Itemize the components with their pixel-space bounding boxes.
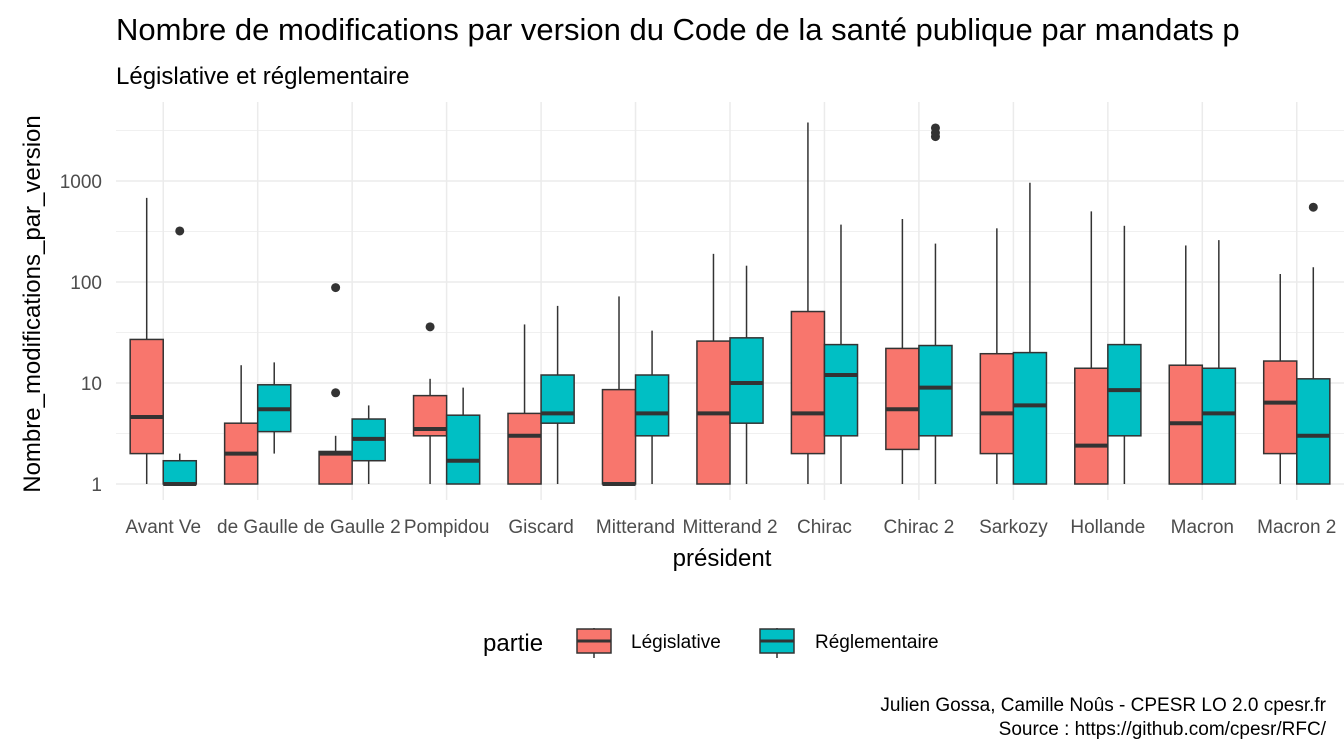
box-iqr — [790, 310, 826, 455]
x-tick-label: Avant Ve — [125, 517, 201, 538]
box-pompidou-legislative — [412, 322, 448, 484]
legend-label-legislative: Législative — [631, 632, 721, 653]
box-chirac-2-legislative — [885, 219, 920, 484]
box-de-gaulle-2-reglementaire — [351, 405, 386, 484]
box-iqr — [445, 414, 481, 485]
box-iqr — [318, 450, 353, 485]
outlier-point — [1308, 202, 1318, 212]
outlier-point — [175, 226, 185, 236]
outlier-point — [930, 123, 940, 133]
chart-subtitle: Législative et réglementaire — [116, 63, 410, 90]
box-macron-reglementaire — [1201, 240, 1237, 485]
box-chirac-2-reglementaire — [918, 123, 953, 484]
box-iqr — [1201, 367, 1237, 485]
x-tick-label: Macron 2 — [1257, 517, 1336, 538]
box-iqr — [1296, 378, 1331, 485]
x-tick-label: Macron — [1171, 517, 1234, 538]
outlier-point — [331, 283, 341, 293]
box-de-gaulle-legislative — [223, 365, 259, 485]
box-mitterand-reglementaire — [634, 330, 670, 484]
caption-line-1: Julien Gossa, Camille Noûs - CPESR LO 2.… — [880, 695, 1326, 716]
x-tick-label: Sarkozy — [979, 517, 1048, 538]
caption-line-2: Source : https://github.com/cpesr/RFC/ — [999, 719, 1327, 740]
y-axis-ticks: 1 10 100 1000 — [60, 172, 102, 496]
x-tick-label: Pompidou — [404, 517, 490, 538]
x-tick-label: de Gaulle 2 — [304, 517, 401, 538]
box-mitterand-2-legislative — [696, 253, 731, 485]
box-giscard-legislative — [507, 324, 542, 485]
box-iqr — [540, 374, 575, 424]
box-de-gaulle-2-legislative — [318, 283, 353, 485]
x-tick-label: de Gaulle — [217, 517, 298, 538]
outlier-point — [331, 388, 341, 398]
x-tick-label: Chirac 2 — [884, 517, 955, 538]
box-giscard-reglementaire — [540, 305, 575, 484]
y-tick-label: 100 — [70, 273, 102, 294]
box-pompidou-reglementaire — [445, 387, 481, 485]
box-layer — [129, 122, 1331, 486]
box-iqr — [507, 412, 542, 485]
box-iqr — [1262, 360, 1298, 455]
box-iqr — [1074, 367, 1109, 485]
box-iqr — [601, 388, 637, 485]
x-tick-label: Hollande — [1070, 517, 1145, 538]
box-iqr — [729, 337, 764, 424]
y-tick-label: 1 — [91, 475, 102, 496]
box-chirac-legislative — [790, 122, 826, 484]
x-tick-label: Mitterand — [596, 517, 675, 538]
legend-title: partie — [483, 630, 543, 657]
box-iqr — [979, 352, 1015, 455]
box-iqr — [634, 374, 670, 437]
legend: partie Législative Réglementaire — [483, 628, 939, 658]
y-tick-label: 10 — [81, 374, 102, 395]
box-macron-legislative — [1168, 245, 1204, 485]
box-iqr — [1012, 351, 1048, 485]
chart-title: Nombre de modifications par version du C… — [116, 12, 1240, 47]
x-tick-label: Mitterand 2 — [682, 517, 777, 538]
box-mitterand-legislative — [601, 296, 637, 486]
box-de-gaulle-reglementaire — [256, 362, 292, 454]
box-iqr — [885, 347, 920, 451]
x-axis-ticks: Avant Ve de Gaulle de Gaulle 2 Pompidou Gisc… — [125, 517, 1336, 538]
box-chirac-reglementaire — [823, 224, 859, 484]
box-sarkozy-reglementaire — [1012, 182, 1048, 485]
x-tick-label: Chirac — [797, 517, 852, 538]
box-iqr — [162, 459, 198, 485]
box-macron-2-legislative — [1262, 274, 1298, 484]
legend-key-reglementaire — [759, 628, 795, 658]
box-macron-2-reglementaire — [1296, 202, 1331, 485]
x-tick-label: Giscard — [508, 517, 573, 538]
legend-label-reglementaire: Réglementaire — [815, 632, 939, 653]
box-iqr — [129, 338, 164, 455]
box-iqr — [823, 343, 859, 437]
box-sarkozy-legislative — [979, 228, 1015, 484]
box-avant-ve-reglementaire — [162, 226, 198, 486]
legend-key-legislative — [576, 628, 612, 658]
box-mitterand-2-reglementaire — [729, 265, 764, 484]
y-axis-label: Nombre_modifications_par_version — [19, 115, 46, 493]
box-hollande-legislative — [1074, 211, 1109, 485]
y-tick-label: 1000 — [60, 172, 102, 193]
box-avant-ve-legislative — [129, 197, 164, 484]
outlier-point — [425, 322, 435, 332]
box-hollande-reglementaire — [1107, 225, 1142, 484]
box-iqr — [918, 344, 953, 437]
x-axis-label: président — [673, 545, 772, 572]
